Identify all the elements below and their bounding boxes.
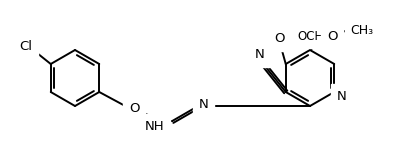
Text: O: O: [327, 30, 337, 42]
Text: N: N: [255, 49, 265, 62]
Text: O: O: [274, 32, 285, 45]
Text: CH₃: CH₃: [350, 23, 374, 37]
Text: NH: NH: [144, 120, 164, 133]
Text: OCH₃: OCH₃: [297, 30, 328, 42]
Text: Cl: Cl: [19, 41, 32, 53]
Text: N: N: [198, 99, 208, 112]
Text: O: O: [129, 102, 140, 114]
Text: N: N: [336, 90, 346, 102]
